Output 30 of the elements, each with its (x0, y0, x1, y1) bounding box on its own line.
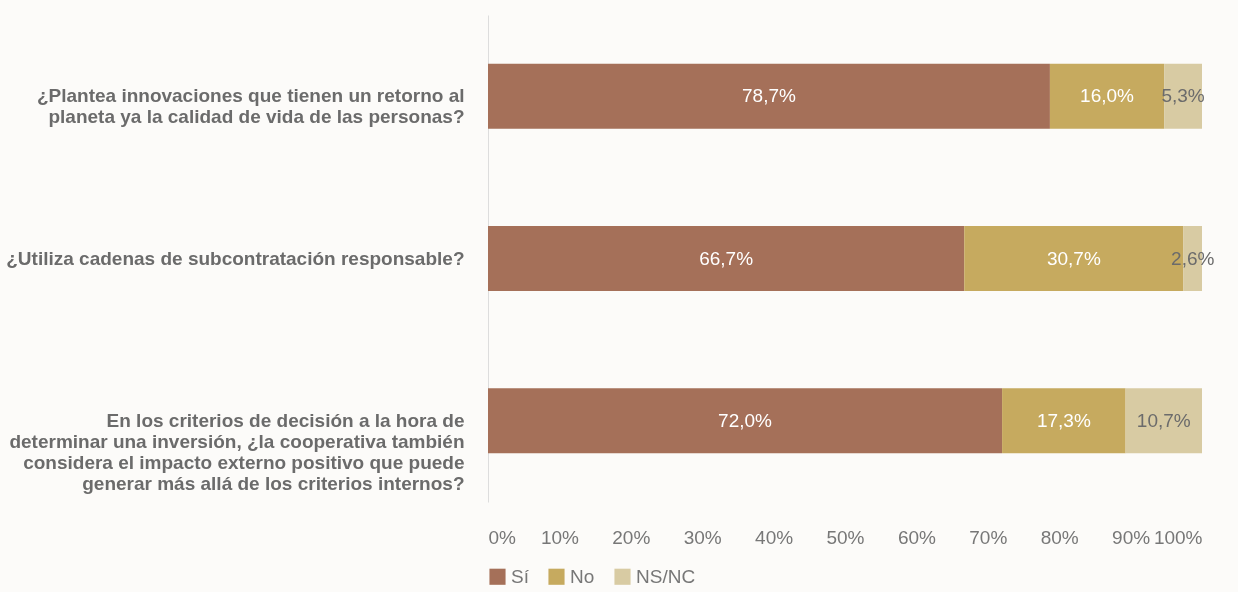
x-tick-label: 60% (897, 526, 937, 548)
x-tick-label: 30% (683, 526, 722, 548)
x-tick-label: 0% (488, 526, 517, 548)
x-tick-label: 10% (540, 526, 580, 548)
x-tick-label: 80% (1040, 526, 1079, 548)
legend-label: No (570, 565, 595, 587)
bar (1125, 388, 1202, 454)
data-label: 2,6% (1171, 247, 1215, 269)
bar (1002, 388, 1126, 454)
bar (488, 388, 1003, 454)
data-label: 17,3% (1036, 409, 1091, 431)
data-label: 72,0% (718, 409, 773, 431)
legend-label: NS/NC (636, 565, 696, 587)
y-tick-label: En los criterios de decisión a la hora de determinar una inversión, ¿la cooperativa también considera el impacto externo positivo que puede generar más allá de los criterios internos? (9, 409, 465, 494)
x-tick-label: 40% (755, 526, 794, 548)
y-tick-label: ¿Utiliza cadenas de subcontratación responsable? (6, 247, 465, 269)
x-tick-label: 20% (612, 526, 651, 548)
data-label: 10,7% (1136, 409, 1191, 431)
legend-label: Sí (511, 565, 530, 587)
data-label: 78,7% (742, 85, 796, 107)
data-label: 66,7% (699, 247, 754, 269)
data-label: 16,0% (1080, 85, 1135, 107)
y-tick-label: ¿Plantea innovaciones que tienen un retorno al planeta ya la calidad de vida de las personas? (36, 85, 465, 128)
bar (488, 63, 1050, 129)
x-tick-label: 50% (826, 526, 865, 548)
x-tick-label: 70% (969, 526, 1008, 548)
data-label: 30,7% (1046, 247, 1101, 269)
x-tick-label: 90% (1112, 526, 1151, 548)
x-tick-label: 100% (1153, 526, 1203, 548)
bar (488, 226, 965, 291)
